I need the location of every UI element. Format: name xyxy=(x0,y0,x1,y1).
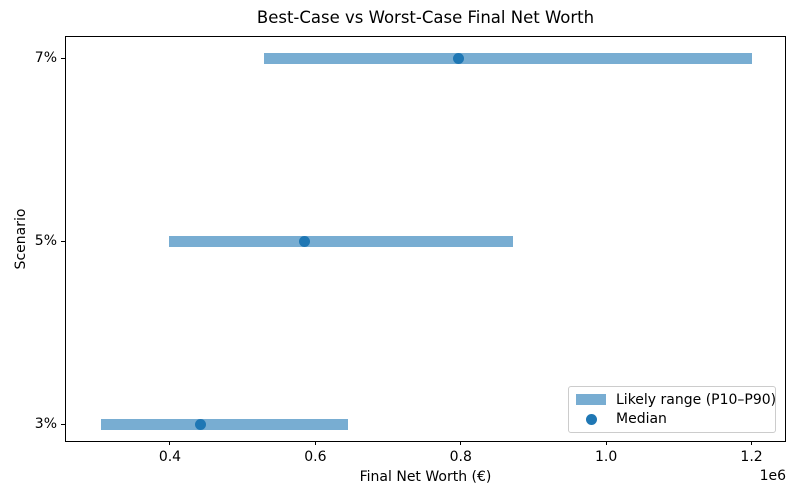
x-tick-mark-1.0 xyxy=(605,441,607,445)
median-dot-7% xyxy=(453,52,465,64)
x-tick-mark-0.4 xyxy=(169,441,171,445)
x-axis-offset-label: 1e6 xyxy=(759,468,786,484)
x-tick-mark-0.6 xyxy=(314,441,316,445)
legend-swatch-wrap xyxy=(576,394,606,406)
chart-title: Best-Case vs Worst-Case Final Net Worth xyxy=(256,8,595,27)
median-dot-5% xyxy=(298,235,310,247)
x-tick-mark-0.8 xyxy=(460,441,462,445)
plot-area: 7% 5% 3% 0.4 0.6 0.8 1.0 1.2 xyxy=(35,36,786,465)
range-bar-5% xyxy=(169,235,514,247)
x-tick-label-1.2: 1.2 xyxy=(740,449,763,465)
legend-item-median: Median xyxy=(576,410,767,430)
legend-swatch-wrap xyxy=(576,413,606,425)
legend-item-range: Likely range (P10–P90) xyxy=(576,390,776,410)
y-tick-mark-5% xyxy=(61,240,65,242)
x-tick-label-0.6: 0.6 xyxy=(304,449,327,465)
y-tick-label-5%: 5% xyxy=(34,233,57,249)
x-axis-label: Final Net Worth (€) xyxy=(359,469,492,485)
range-bar-3% xyxy=(100,418,349,430)
y-axis-label: Scenario xyxy=(13,208,29,270)
y-tick-label-7%: 7% xyxy=(34,50,57,66)
x-tick-label-0.4: 0.4 xyxy=(158,449,182,465)
range-bar-7% xyxy=(263,52,752,64)
legend-label-range: Likely range (P10–P90) xyxy=(616,391,777,408)
range-bar-swatch-icon xyxy=(576,394,606,406)
legend-label-median: Median xyxy=(616,411,667,428)
median-dot-3% xyxy=(194,418,206,430)
legend: Likely range (P10–P90) Median xyxy=(568,386,776,433)
y-tick-mark-7% xyxy=(61,57,65,59)
x-tick-label-1.0: 1.0 xyxy=(595,449,618,465)
y-tick-mark-3% xyxy=(61,423,65,425)
y-tick-label-3%: 3% xyxy=(34,416,57,432)
x-tick-label-0.8: 0.8 xyxy=(449,449,472,465)
median-dot-swatch-icon xyxy=(585,413,597,425)
x-tick-mark-1.2 xyxy=(751,441,753,445)
